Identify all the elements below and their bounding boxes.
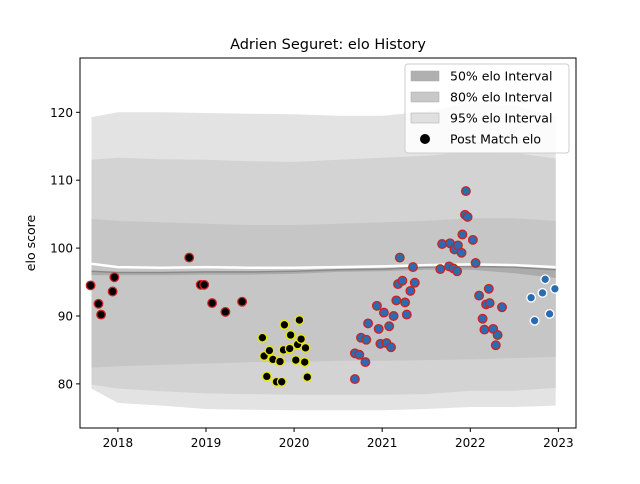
post-match-elo-point-0-4 bbox=[109, 272, 120, 283]
post-match-elo-point-0-2 bbox=[96, 309, 107, 320]
legend-label: 50% elo Interval bbox=[450, 69, 552, 84]
post-match-elo-point-2-5 bbox=[361, 334, 372, 345]
post-match-elo-point-1-3 bbox=[264, 345, 275, 356]
post-match-elo-point-2-4 bbox=[360, 357, 371, 368]
legend-swatch bbox=[410, 91, 440, 103]
legend-marker bbox=[420, 134, 430, 144]
y-tick-label: 110 bbox=[50, 174, 73, 188]
post-match-elo-point-2-41 bbox=[479, 324, 490, 335]
x-tick-label: 2022 bbox=[455, 436, 486, 450]
legend-label: 95% elo Interval bbox=[450, 111, 552, 126]
chart-title: Adrien Seguret: elo History bbox=[230, 37, 426, 53]
post-match-elo-point-2-7 bbox=[371, 300, 382, 311]
legend-label: 80% elo Interval bbox=[450, 90, 552, 105]
post-match-elo-point-2-44 bbox=[484, 298, 495, 309]
x-tick-label: 2023 bbox=[543, 436, 574, 450]
post-match-elo-point-0-9 bbox=[220, 306, 231, 317]
post-match-elo-point-2-18 bbox=[397, 275, 408, 286]
post-match-elo-point-2-36 bbox=[462, 211, 473, 222]
legend-box bbox=[404, 63, 570, 154]
y-tick-label: 100 bbox=[50, 242, 73, 256]
x-tick-label: 2019 bbox=[191, 436, 222, 450]
post-match-elo-point-0-8 bbox=[207, 298, 218, 309]
post-match-elo-point-1-17 bbox=[300, 342, 311, 353]
legend: 50% elo Interval 80% elo Interval 95% elo … bbox=[404, 63, 570, 154]
post-match-elo-point-2-32 bbox=[456, 247, 467, 258]
post-match-elo-point-2-12 bbox=[384, 321, 395, 332]
band-80-interval bbox=[91, 218, 556, 368]
post-match-elo-point-3-2 bbox=[537, 287, 548, 298]
post-match-elo-point-3-1 bbox=[529, 315, 540, 326]
post-match-elo-point-2-48 bbox=[497, 302, 507, 313]
y-tick-label: 90 bbox=[58, 309, 73, 323]
post-match-elo-point-2-22 bbox=[408, 262, 418, 273]
post-match-elo-point-2-47 bbox=[492, 330, 503, 340]
legend-swatch bbox=[410, 112, 440, 124]
post-match-elo-point-2-13 bbox=[386, 342, 396, 353]
y-tick-label: 80 bbox=[58, 377, 73, 391]
post-match-elo-point-0-7 bbox=[199, 279, 210, 290]
post-match-elo-point-2-15 bbox=[391, 295, 402, 306]
post-match-elo-point-0-5 bbox=[184, 252, 195, 263]
legend-swatch bbox=[410, 70, 440, 82]
post-match-elo-point-2-14 bbox=[388, 311, 399, 321]
post-match-elo-point-1-10 bbox=[284, 343, 295, 354]
post-match-elo-point-3-3 bbox=[540, 274, 551, 285]
post-match-elo-point-0-3 bbox=[107, 286, 118, 297]
post-match-elo-point-2-19 bbox=[400, 297, 411, 308]
post-match-elo-point-1-18 bbox=[302, 372, 313, 383]
post-match-elo-point-2-17 bbox=[394, 252, 405, 263]
post-match-elo-point-2-24 bbox=[435, 264, 446, 275]
plot-frame bbox=[79, 57, 577, 429]
post-match-elo-point-2-8 bbox=[373, 323, 384, 334]
post-match-elo-point-2-20 bbox=[401, 309, 412, 320]
legend-label: Post Match elo bbox=[450, 132, 541, 147]
post-match-elo-point-0-10 bbox=[237, 296, 248, 307]
post-match-elo-point-1-7 bbox=[276, 376, 287, 387]
post-match-elo-point-2-43 bbox=[483, 283, 494, 294]
post-match-elo-point-2-33 bbox=[457, 229, 468, 240]
post-match-elo-point-1-14 bbox=[294, 315, 305, 326]
post-match-elo-point-3-5 bbox=[549, 283, 560, 294]
x-tick-label: 2021 bbox=[367, 436, 398, 450]
post-match-elo-point-0-0 bbox=[85, 280, 96, 291]
y-axis-label: elo score bbox=[23, 215, 38, 272]
post-match-elo-point-2-23 bbox=[409, 277, 420, 288]
post-match-elo-point-1-9 bbox=[279, 319, 290, 330]
post-match-elo-point-2-2 bbox=[354, 349, 365, 360]
post-match-elo-point-2-6 bbox=[363, 318, 374, 329]
post-match-elo-point-1-6 bbox=[275, 356, 285, 367]
post-match-elo-point-0-1 bbox=[93, 298, 104, 309]
post-match-elo-point-3-0 bbox=[526, 292, 537, 303]
post-match-elo-point-2-40 bbox=[477, 313, 488, 324]
post-match-elo-point-2-37 bbox=[467, 234, 478, 245]
post-match-elo-point-1-11 bbox=[285, 330, 296, 340]
post-match-elo-point-2-39 bbox=[474, 290, 485, 301]
post-match-elo-point-3-4 bbox=[544, 308, 555, 319]
y-tick-label: 120 bbox=[50, 106, 73, 120]
post-match-elo-point-2-35 bbox=[460, 186, 471, 197]
x-tick-label: 2020 bbox=[279, 436, 310, 450]
post-match-elo-point-2-10 bbox=[378, 307, 389, 318]
post-match-elo-point-2-0 bbox=[349, 374, 360, 385]
post-match-elo-point-2-46 bbox=[490, 340, 501, 351]
post-match-elo-point-1-12 bbox=[290, 355, 301, 366]
post-match-elo-point-1-2 bbox=[261, 371, 272, 382]
post-match-elo-point-1-16 bbox=[299, 357, 310, 368]
post-match-elo-point-1-0 bbox=[257, 332, 268, 343]
x-tick-label: 2018 bbox=[103, 436, 134, 450]
post-match-elo-point-2-21 bbox=[405, 285, 416, 296]
post-match-elo-point-2-30 bbox=[452, 266, 463, 277]
post-match-elo-point-2-38 bbox=[470, 258, 481, 268]
post-match-elo-point-1-15 bbox=[296, 334, 307, 345]
